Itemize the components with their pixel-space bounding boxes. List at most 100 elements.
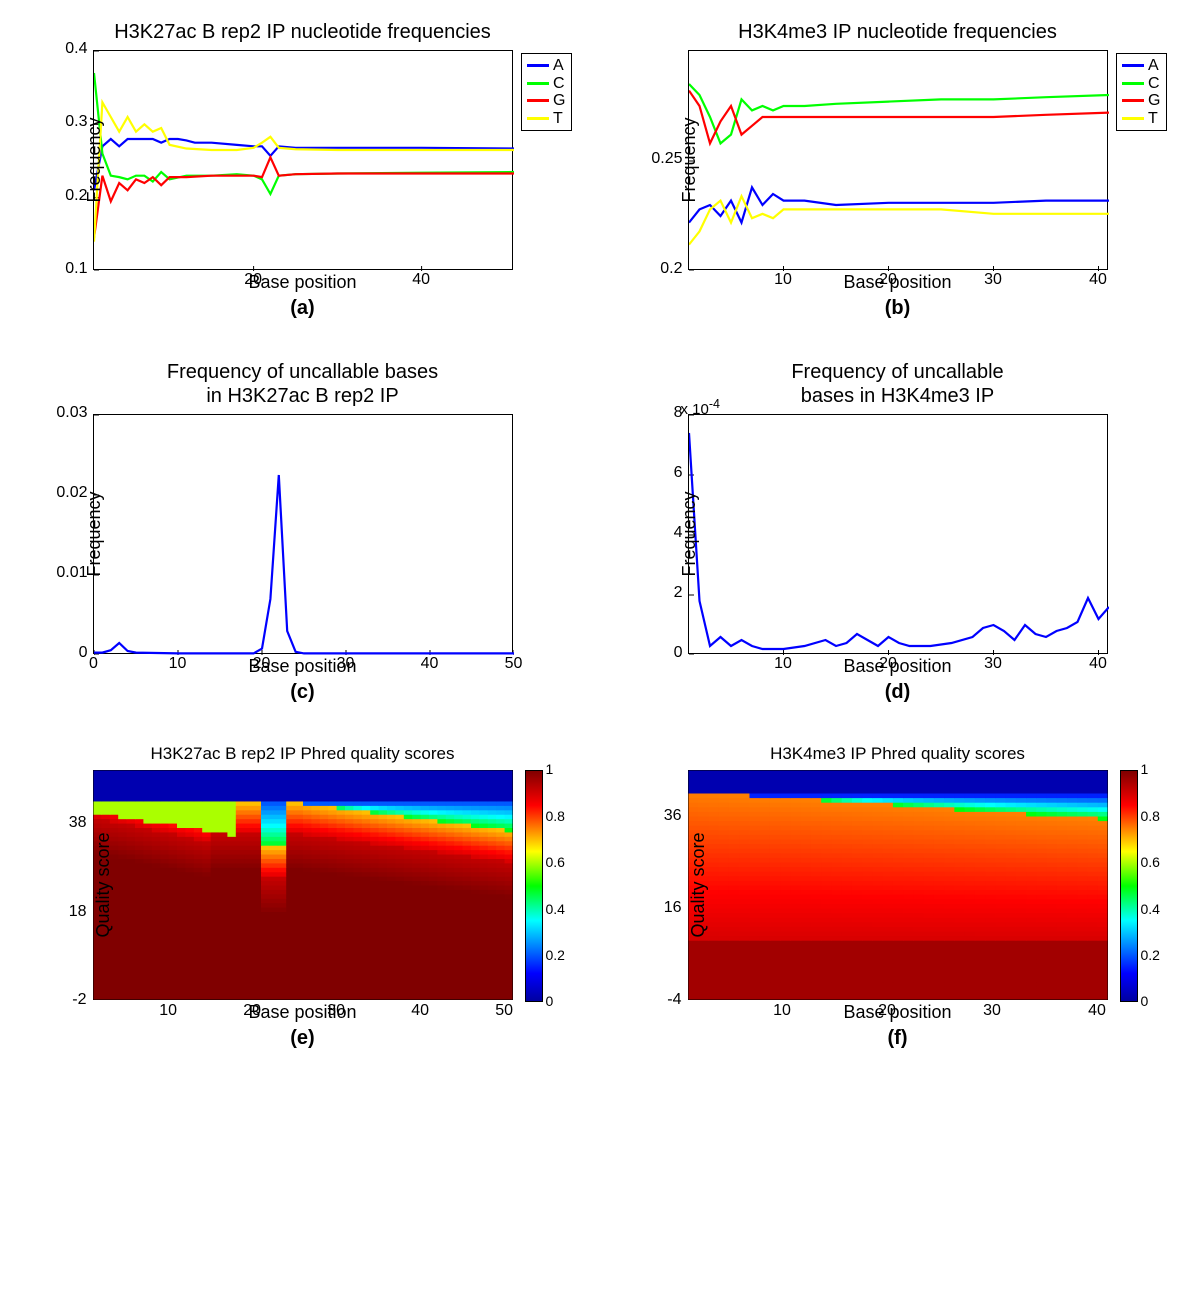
xtick: 20 bbox=[243, 1000, 261, 1020]
colorbar-tick: 0.2 bbox=[1137, 947, 1160, 963]
legend-swatch bbox=[1122, 64, 1144, 67]
xtick: 20 bbox=[879, 269, 897, 289]
ytick: 2 bbox=[674, 584, 689, 602]
ytick: 8 bbox=[674, 404, 689, 422]
panel-e-colorbar: 00.20.40.60.81 bbox=[525, 770, 543, 1002]
xtick: 30 bbox=[984, 653, 1002, 673]
legend-label: C bbox=[553, 75, 565, 93]
panel-f: H3K4me3 IP Phred quality scores Quality … bbox=[615, 744, 1180, 1050]
xtick: 30 bbox=[337, 653, 355, 673]
panel-f-chart: Quality score 00.20.40.60.81 -4163610203… bbox=[688, 770, 1108, 1000]
figure-grid: H3K27ac B rep2 IP nucleotide frequencies… bbox=[20, 20, 1180, 1050]
xtick: 30 bbox=[983, 1000, 1001, 1020]
ytick: 0.01 bbox=[56, 564, 93, 582]
legend-swatch bbox=[1122, 117, 1144, 120]
ytick: -4 bbox=[667, 991, 687, 1009]
ytick: 16 bbox=[664, 899, 688, 917]
ytick: 4 bbox=[674, 524, 689, 542]
panel-a-legend: ACGT bbox=[521, 53, 571, 131]
panel-b-legend: ACGT bbox=[1116, 53, 1166, 131]
legend-label: G bbox=[553, 92, 565, 110]
panel-e-sublabel: (e) bbox=[290, 1027, 314, 1050]
xtick: 20 bbox=[879, 653, 897, 673]
ytick: 18 bbox=[69, 903, 93, 921]
xtick: 10 bbox=[774, 269, 792, 289]
xtick: 10 bbox=[169, 653, 187, 673]
panel-e: H3K27ac B rep2 IP Phred quality scores Q… bbox=[20, 744, 585, 1050]
panel-b-title: H3K4me3 IP nucleotide frequencies bbox=[738, 20, 1057, 44]
xtick: 10 bbox=[159, 1000, 177, 1020]
xtick: 40 bbox=[412, 269, 430, 289]
panel-e-chart: Quality score 00.20.40.60.81 -2183810203… bbox=[93, 770, 513, 1000]
panel-e-ylabel: Quality score bbox=[93, 833, 114, 938]
ytick: 0.25 bbox=[651, 150, 688, 168]
legend-item-C: C bbox=[527, 75, 565, 93]
xtick: 0 bbox=[89, 653, 98, 673]
xtick: 40 bbox=[1089, 269, 1107, 289]
panel-a-chart: Frequency ACGT 0.10.20.30.42040 bbox=[93, 50, 513, 270]
panel-d: Frequency of uncallable bases in H3K4me3… bbox=[615, 360, 1180, 704]
panel-f-sublabel: (f) bbox=[888, 1027, 908, 1050]
panel-b: H3K4me3 IP nucleotide frequencies Freque… bbox=[615, 20, 1180, 320]
legend-label: C bbox=[1148, 75, 1160, 93]
panel-b-sublabel: (b) bbox=[885, 297, 911, 320]
panel-a: H3K27ac B rep2 IP nucleotide frequencies… bbox=[20, 20, 585, 320]
colorbar-tick: 0.4 bbox=[1137, 901, 1160, 917]
legend-label: G bbox=[1148, 92, 1160, 110]
ytick: 0.2 bbox=[660, 260, 688, 278]
ytick: 6 bbox=[674, 464, 689, 482]
ytick: 0 bbox=[674, 644, 689, 662]
legend-swatch bbox=[1122, 99, 1144, 102]
legend-swatch bbox=[527, 99, 549, 102]
xtick: 40 bbox=[1088, 1000, 1106, 1020]
legend-swatch bbox=[1122, 82, 1144, 85]
panel-d-sublabel: (d) bbox=[885, 681, 911, 704]
colorbar-tick: 0.8 bbox=[1137, 808, 1160, 824]
xtick: 30 bbox=[327, 1000, 345, 1020]
panel-d-xlabel: Base position bbox=[843, 656, 951, 677]
xtick: 10 bbox=[773, 1000, 791, 1020]
panel-d-chart: Frequency x 10-4 0246810203040 bbox=[688, 414, 1108, 654]
panel-c-chart: Frequency 00.010.020.0301020304050 bbox=[93, 414, 513, 654]
panel-c: Frequency of uncallable bases in H3K27ac… bbox=[20, 360, 585, 704]
legend-item-T: T bbox=[1122, 110, 1160, 128]
panel-a-xlabel: Base position bbox=[248, 272, 356, 293]
legend-swatch bbox=[527, 117, 549, 120]
xtick: 10 bbox=[774, 653, 792, 673]
xtick: 20 bbox=[244, 269, 262, 289]
xtick: 40 bbox=[421, 653, 439, 673]
legend-item-G: G bbox=[527, 92, 565, 110]
colorbar-tick: 0.6 bbox=[542, 854, 565, 870]
legend-label: T bbox=[553, 110, 563, 128]
ytick: 0.02 bbox=[56, 484, 93, 502]
panel-f-xlabel: Base position bbox=[843, 1002, 951, 1023]
ytick: 0.1 bbox=[65, 260, 93, 278]
ytick: 0.2 bbox=[65, 187, 93, 205]
ytick: -2 bbox=[72, 991, 92, 1009]
colorbar-tick: 1 bbox=[542, 761, 554, 777]
panel-a-sublabel: (a) bbox=[290, 297, 314, 320]
ytick: 38 bbox=[69, 814, 93, 832]
legend-item-C: C bbox=[1122, 75, 1160, 93]
legend-item-T: T bbox=[527, 110, 565, 128]
ytick: 0.3 bbox=[65, 113, 93, 131]
xtick: 50 bbox=[495, 1000, 513, 1020]
xtick: 40 bbox=[411, 1000, 429, 1020]
panel-b-chart: Frequency ACGT 0.20.2510203040 bbox=[688, 50, 1108, 270]
ytick: 0.03 bbox=[56, 404, 93, 422]
legend-item-A: A bbox=[527, 57, 565, 75]
panel-f-ylabel: Quality score bbox=[688, 833, 709, 938]
xtick: 40 bbox=[1089, 653, 1107, 673]
colorbar-tick: 0 bbox=[542, 993, 554, 1009]
xtick: 30 bbox=[984, 269, 1002, 289]
colorbar-tick: 0.4 bbox=[542, 901, 565, 917]
legend-label: T bbox=[1148, 110, 1158, 128]
colorbar-tick: 0.6 bbox=[1137, 854, 1160, 870]
legend-item-A: A bbox=[1122, 57, 1160, 75]
legend-swatch bbox=[527, 64, 549, 67]
colorbar-tick: 0 bbox=[1137, 993, 1149, 1009]
legend-swatch bbox=[527, 82, 549, 85]
panel-f-colorbar: 00.20.40.60.81 bbox=[1120, 770, 1138, 1002]
legend-label: A bbox=[1148, 57, 1159, 75]
colorbar-tick: 0.2 bbox=[542, 947, 565, 963]
